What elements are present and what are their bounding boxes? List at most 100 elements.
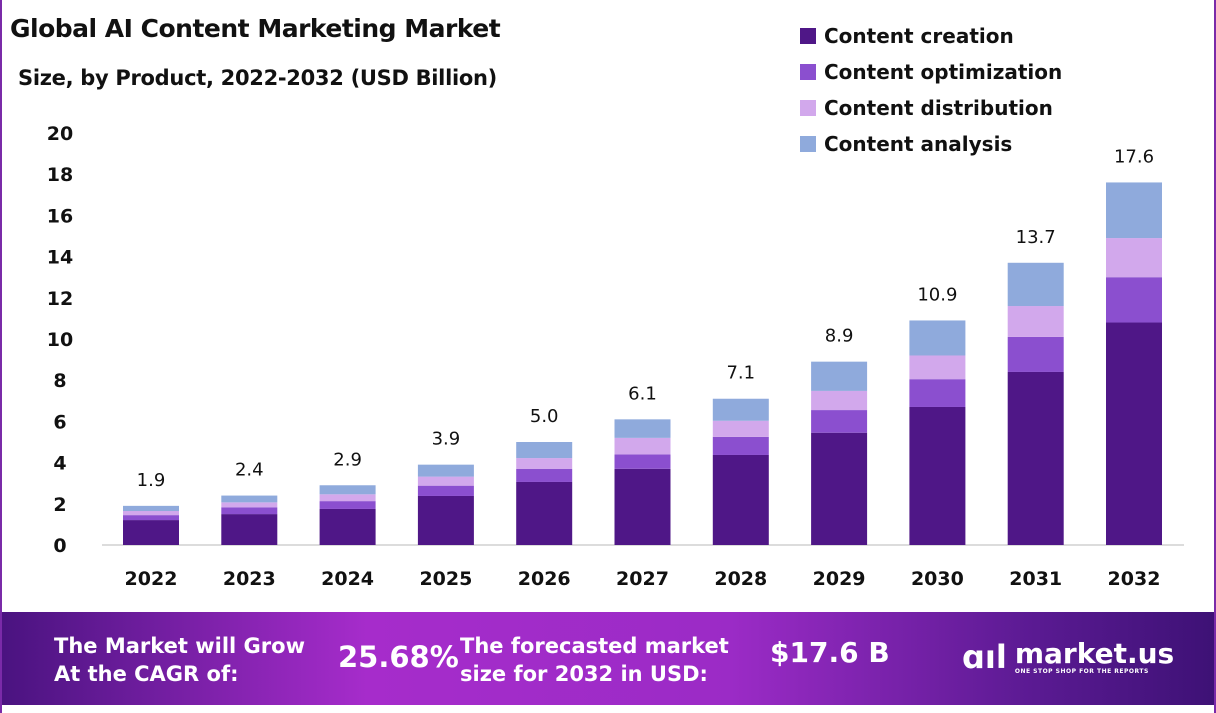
- data-label: 1.9: [137, 470, 166, 491]
- x-tick-label: 2031: [1009, 568, 1062, 590]
- footer-banner: The Market will Grow At the CAGR of: 25.6…: [2, 612, 1214, 705]
- x-tick-label: 2022: [125, 568, 178, 590]
- legend: Content creation Content optimization Co…: [800, 18, 1062, 162]
- x-tick-label: 2023: [223, 568, 276, 590]
- bar-segment: [1007, 262, 1064, 307]
- y-tick-label: 14: [47, 247, 73, 269]
- legend-label: Content optimization: [824, 60, 1063, 84]
- legend-item: Content creation: [800, 18, 1062, 54]
- y-tick-label: 8: [53, 370, 66, 392]
- bar-segment: [614, 468, 671, 545]
- cagr-value: 25.68%: [338, 640, 459, 674]
- bar-segment: [417, 476, 474, 486]
- data-label: 13.7: [1016, 227, 1056, 248]
- data-label: 17.6: [1114, 146, 1154, 167]
- y-tick-label: 10: [47, 329, 73, 351]
- x-tick-label: 2028: [714, 568, 767, 590]
- data-label: 6.1: [628, 383, 657, 404]
- bar-segment: [909, 320, 966, 356]
- bar-segment: [319, 494, 376, 502]
- y-tick-label: 12: [47, 288, 73, 310]
- legend-swatch: [800, 100, 816, 116]
- bar-segment: [123, 520, 179, 545]
- bar-segment: [123, 511, 179, 516]
- bar-segment: [417, 495, 474, 545]
- bar-segment: [1106, 322, 1162, 545]
- y-tick-label: 0: [53, 535, 66, 557]
- data-label: 5.0: [530, 406, 559, 427]
- plot-area: 0 2 4 6 8 10 12 14 16 18 20 1.9 2022 2.4 2023 2.9 2024 3.…: [47, 123, 1184, 590]
- bar-segment: [319, 508, 376, 545]
- data-label: 3.9: [432, 429, 461, 450]
- bar-segment: [221, 502, 278, 508]
- bar-segment: [1007, 336, 1064, 372]
- legend-item: Content analysis: [800, 126, 1062, 162]
- bar-segment: [712, 398, 769, 421]
- bar-segment: [909, 379, 966, 407]
- x-tick-label: 2029: [813, 568, 866, 590]
- bar-segment: [221, 507, 278, 515]
- bar-segment: [319, 501, 376, 509]
- logo-mark-icon: ɑıl: [962, 638, 1007, 676]
- bar-segment: [1007, 306, 1064, 337]
- bar-segment: [811, 390, 868, 411]
- bar-segment: [1106, 238, 1162, 278]
- x-tick-label: 2032: [1108, 568, 1161, 590]
- bar-segment: [123, 505, 179, 512]
- chart-title: Global AI Content Marketing Market: [10, 14, 501, 43]
- data-label: 2.9: [333, 449, 362, 470]
- bar-segment: [614, 454, 671, 469]
- data-label: 2.4: [235, 460, 264, 481]
- y-tick-label: 4: [53, 453, 66, 475]
- bar-segment: [1106, 182, 1162, 239]
- x-tick-label: 2030: [911, 568, 964, 590]
- y-tick-label: 20: [47, 123, 73, 145]
- x-tick-label: 2024: [321, 568, 374, 590]
- bar-segment: [712, 436, 769, 455]
- bar-segment: [614, 419, 671, 438]
- bar-segment: [712, 420, 769, 437]
- bar-segment: [221, 514, 278, 545]
- x-tick-label: 2025: [419, 568, 472, 590]
- bar-segment: [909, 355, 966, 380]
- legend-label: Content distribution: [824, 96, 1053, 120]
- forecast-label: The forecasted market size for 2032 in US…: [460, 634, 729, 686]
- bar-segment: [417, 464, 474, 477]
- bar-segment: [123, 515, 179, 521]
- cagr-label: The Market will Grow At the CAGR of:: [54, 634, 305, 686]
- bar-segment: [811, 410, 868, 433]
- data-label: 7.1: [726, 363, 755, 384]
- legend-item: Content optimization: [800, 54, 1062, 90]
- data-label: 10.9: [917, 284, 957, 305]
- x-tick-label: 2027: [616, 568, 669, 590]
- chart-subtitle: Size, by Product, 2022-2032 (USD Billion…: [18, 66, 497, 90]
- bar-segment: [1007, 371, 1064, 545]
- legend-label: Content creation: [824, 24, 1014, 48]
- legend-swatch: [800, 136, 816, 152]
- forecast-value: $17.6 B: [770, 636, 890, 669]
- bar-segment: [516, 442, 573, 459]
- bar-segment: [712, 454, 769, 545]
- bar-segment: [614, 437, 671, 455]
- legend-swatch: [800, 64, 816, 80]
- bar-segment: [811, 432, 868, 545]
- bar-segment: [516, 481, 573, 545]
- bar-segment: [417, 485, 474, 496]
- bar-segment: [1106, 277, 1162, 323]
- market-us-logo: ɑıl market.us ONE STOP SHOP FOR THE REPOR…: [962, 636, 1175, 676]
- y-tick-label: 18: [47, 164, 73, 186]
- bar-segment: [319, 485, 376, 495]
- legend-label: Content analysis: [824, 132, 1013, 156]
- bar-segment: [221, 495, 278, 503]
- legend-swatch: [800, 28, 816, 44]
- y-tick-label: 6: [53, 411, 66, 433]
- x-tick-label: 2026: [518, 568, 571, 590]
- bar-segment: [516, 468, 573, 482]
- data-label: 8.9: [825, 326, 854, 347]
- y-tick-label: 16: [47, 205, 73, 227]
- bar-segment: [909, 406, 966, 545]
- legend-item: Content distribution: [800, 90, 1062, 126]
- y-tick-label: 2: [53, 494, 66, 516]
- bar-segment: [516, 458, 573, 469]
